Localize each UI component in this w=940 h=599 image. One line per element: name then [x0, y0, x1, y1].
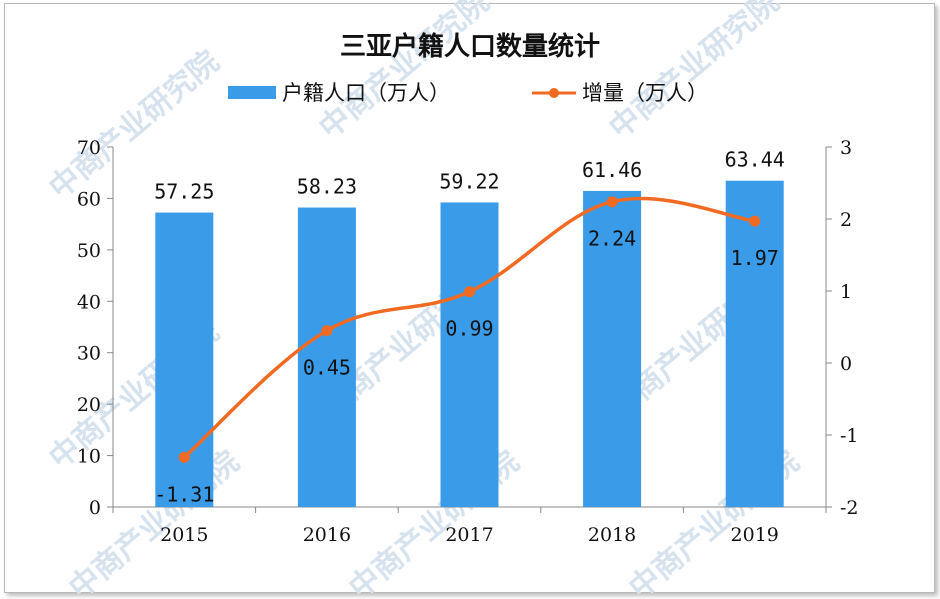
line-value-label: -1.31	[154, 482, 214, 506]
right-tick-label: 3	[840, 137, 852, 159]
line-point	[321, 325, 333, 337]
watermark-text: 中商产业研究院	[603, 0, 786, 146]
left-tick-label: 0	[89, 497, 101, 519]
watermark-text: 中商产业研究院	[343, 444, 526, 599]
bar	[440, 202, 499, 507]
left-tick-label: 60	[77, 188, 101, 210]
left-tick-label: 40	[77, 291, 101, 313]
watermark-text: 中商产业研究院	[313, 0, 496, 146]
line-value-label: 0.45	[303, 356, 351, 380]
legend: 户籍人口（万人） 增量（万人）	[228, 81, 708, 105]
bar	[725, 180, 784, 508]
line-series	[178, 196, 761, 463]
line-point	[178, 451, 190, 463]
legend-line-label: 增量（万人）	[582, 81, 708, 105]
line-point	[606, 196, 618, 208]
line-point	[749, 215, 761, 227]
chart-title: 三亚户籍人口数量统计	[340, 31, 600, 62]
bar-value-label: 63.44	[725, 148, 785, 172]
x-tick-label: 2018	[588, 524, 636, 546]
right-tick-label: -2	[840, 497, 859, 519]
x-tick-label: 2016	[303, 524, 351, 546]
line-value-label: 2.24	[588, 227, 636, 251]
line-value-label: 1.97	[731, 246, 779, 270]
data-labels: 57.25 58.23 59.22 61.46 63.44 -1.31 0.45 0.99 2.…	[154, 148, 785, 507]
bar	[155, 212, 214, 508]
bar-value-label: 58.23	[297, 175, 357, 199]
right-tick-label: -1	[840, 425, 859, 447]
left-tick-label: 10	[77, 446, 101, 468]
left-tick-label: 20	[77, 394, 101, 416]
bar-value-label: 59.22	[439, 169, 499, 193]
left-tick-label: 30	[77, 343, 101, 365]
x-tick-label: 2017	[445, 524, 493, 546]
right-tick-label: 1	[840, 281, 852, 303]
right-tick-label: 0	[840, 353, 852, 375]
line-point	[464, 286, 475, 298]
x-tick-label: 2019	[731, 524, 779, 546]
bar-value-label: 61.46	[582, 158, 642, 182]
legend-bar-label: 户籍人口（万人）	[282, 81, 450, 105]
right-tick-label: 2	[840, 209, 852, 231]
legend-line-marker	[549, 88, 559, 98]
bar-value-label: 57.25	[154, 180, 214, 204]
axes: 0 10 20 30 40 50 60 70 -2 -1 0 1 2 3 2015 2016 2017 2018 2…	[77, 137, 859, 546]
bar	[297, 207, 356, 507]
left-tick-label: 70	[77, 137, 101, 159]
x-tick-label: 2015	[160, 524, 208, 546]
left-tick-label: 50	[77, 240, 101, 262]
bar	[583, 190, 642, 508]
legend-bar-swatch	[228, 86, 276, 99]
line-value-label: 0.99	[445, 317, 493, 341]
